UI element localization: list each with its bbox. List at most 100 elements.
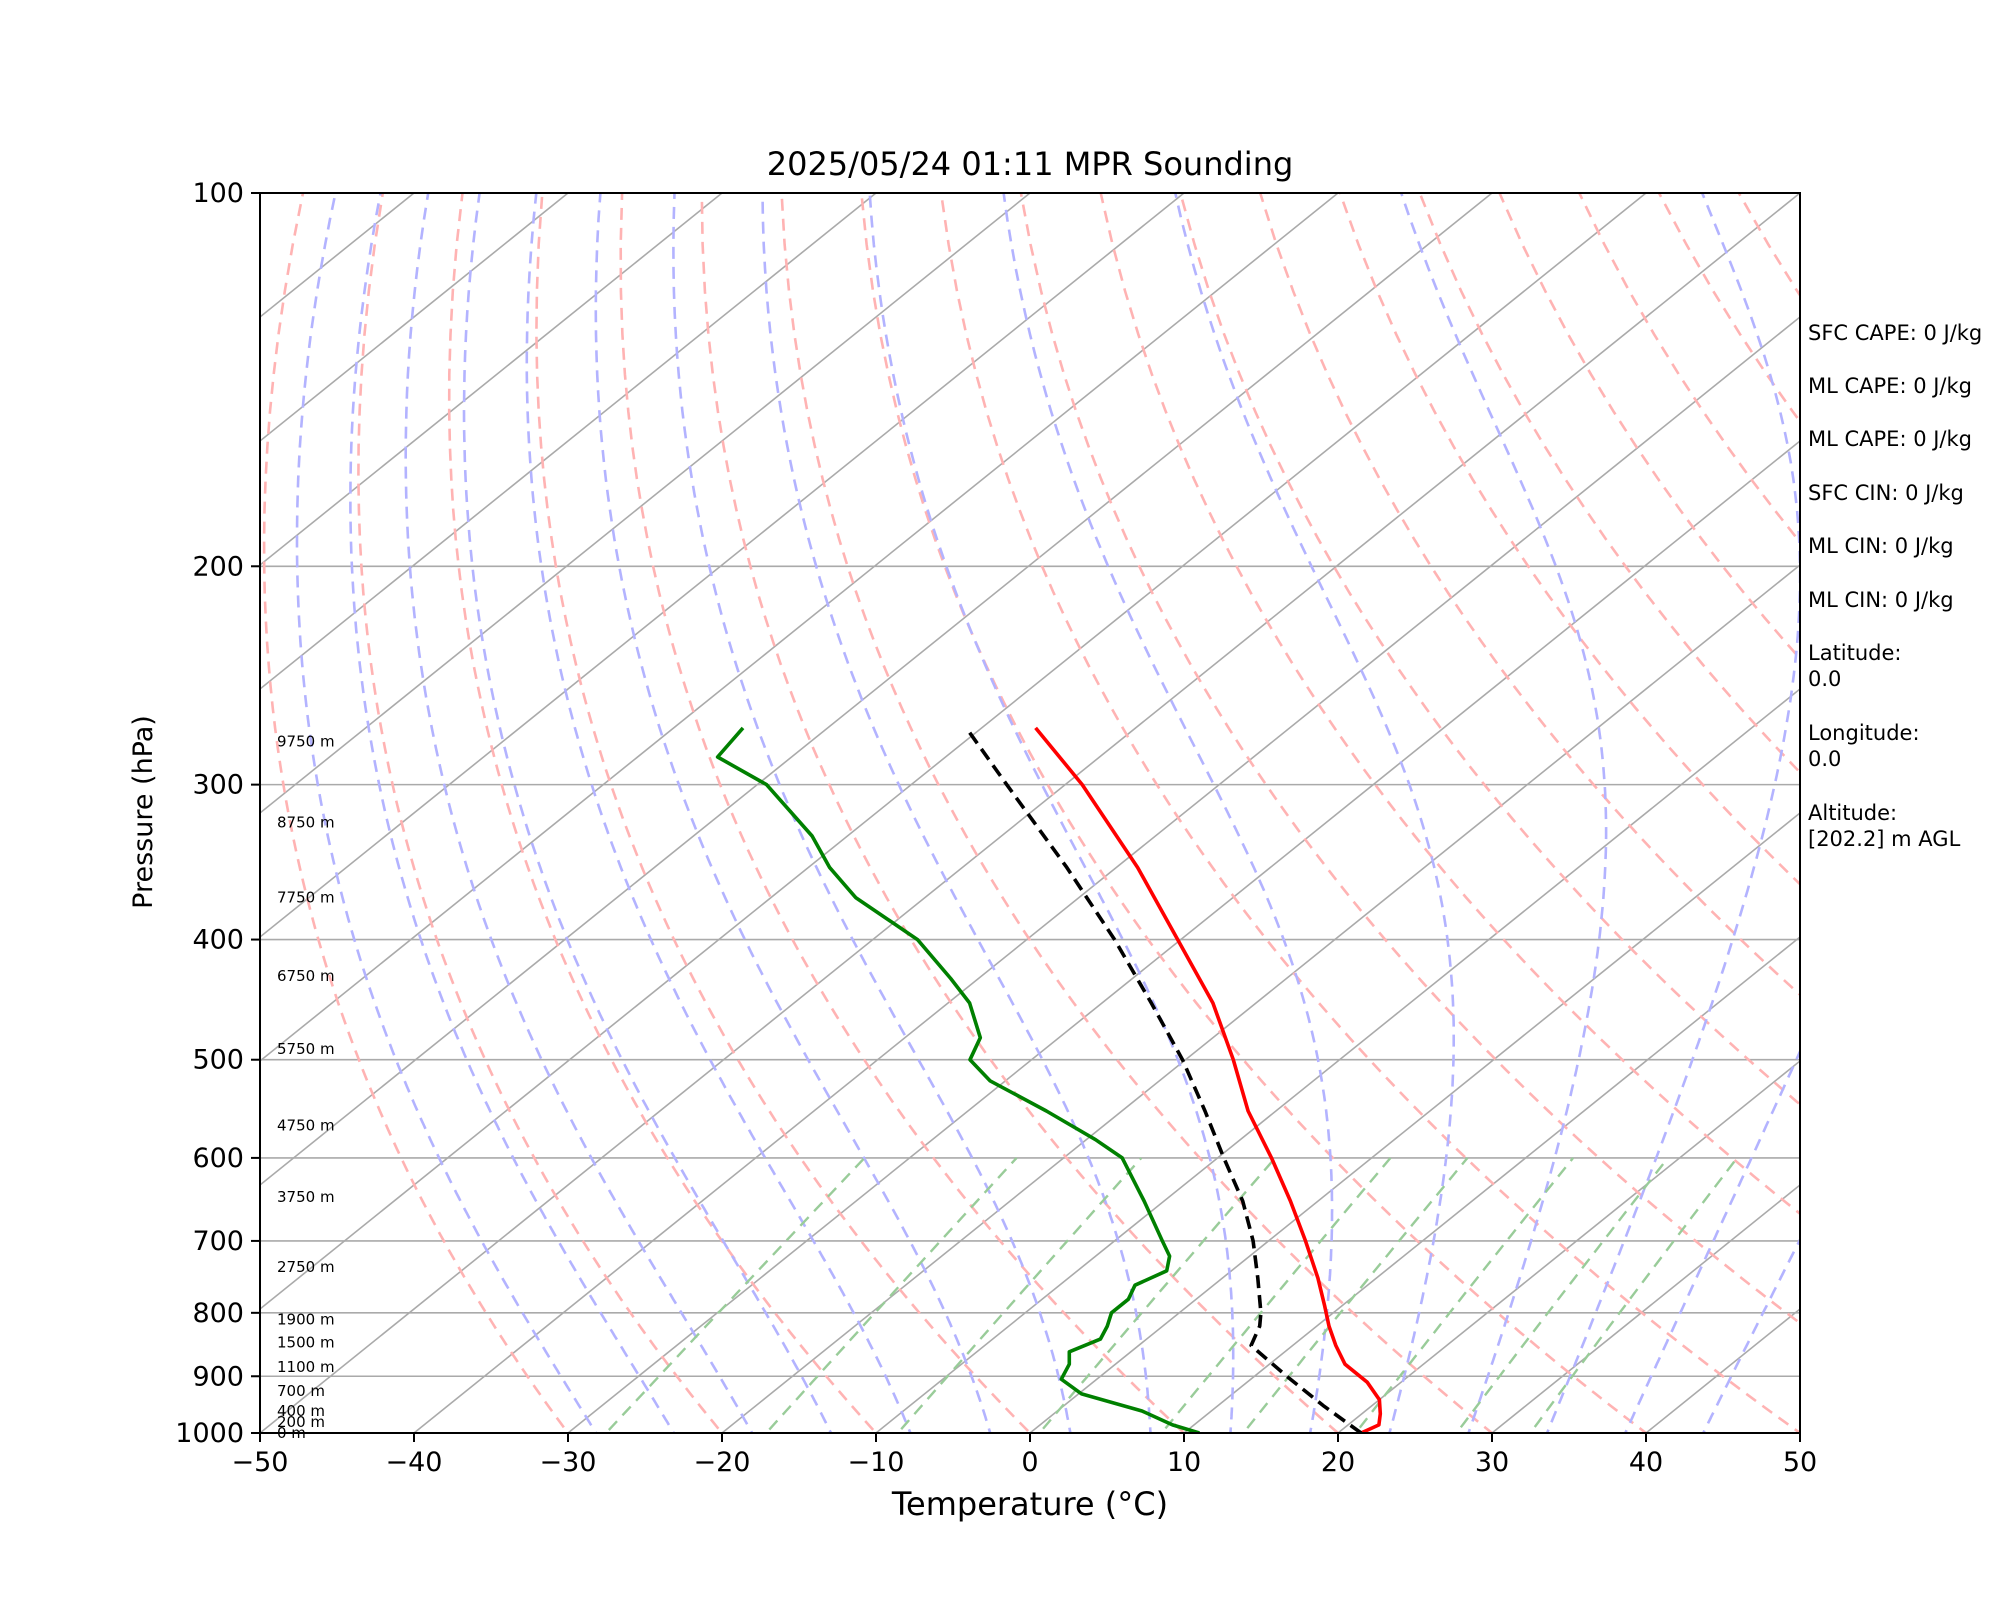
ml-cape-text-2: ML CAPE: 0 J/kg	[1808, 427, 1973, 451]
height-label: 400 m	[277, 1402, 325, 1420]
dewpoint-line	[715, 726, 1200, 1433]
x-tick-label: −10	[848, 1447, 905, 1478]
height-label: 8750 m	[277, 814, 335, 832]
ml-cin-text: ML CIN: 0 J/kg	[1808, 534, 1954, 558]
isotherm-line	[260, 193, 724, 567]
x-tick-label: 40	[1629, 1447, 1663, 1478]
isotherm-line	[260, 193, 1494, 1187]
dry-adiabat-line	[1179, 193, 1800, 1107]
height-label: 1100 m	[277, 1358, 335, 1376]
height-label: 9750 m	[277, 733, 335, 751]
mixing-ratio-line	[764, 1157, 1018, 1433]
moist-adiabat-line	[525, 193, 912, 1433]
isotherm-line	[1490, 1183, 1800, 1433]
altitude-text: Altitude: [202.2] m AGL	[1808, 801, 1961, 851]
dry-adiabat-line	[1418, 193, 1800, 775]
height-label: 4750 m	[277, 1117, 335, 1135]
x-tick-label: 20	[1321, 1447, 1355, 1478]
moist-adiabat-line	[295, 193, 598, 1433]
chart-title: 2025/05/24 01:11 MPR Sounding	[767, 145, 1294, 183]
x-tick-label: −40	[386, 1447, 443, 1478]
isotherm-line	[260, 193, 1186, 939]
dry-adiabat-line	[1019, 193, 1800, 1325]
moist-adiabat-line	[404, 193, 754, 1433]
y-axis-label: Pressure (hPa)	[128, 715, 159, 909]
x-axis-label: Temperature (°C)	[891, 1485, 1168, 1523]
dry-adiabat-line	[1258, 193, 1800, 997]
y-tick-label: 900	[192, 1361, 244, 1392]
parcel-line	[964, 726, 1363, 1433]
isotherm-line	[566, 439, 1800, 1433]
y-tick-label: 800	[192, 1298, 244, 1329]
x-tick-label: 0	[1021, 1447, 1038, 1478]
dry-adiabat-line	[939, 193, 1800, 1433]
y-tick-label: 300	[192, 770, 244, 801]
y-tick-label: 1000	[175, 1418, 244, 1449]
moist-adiabat-line	[672, 193, 1072, 1433]
height-label: 2750 m	[277, 1258, 335, 1276]
mixing-ratio-line	[1160, 1157, 1392, 1433]
isotherm-line	[1028, 811, 1800, 1433]
dry-adiabat-line	[619, 193, 1186, 1433]
longitude-text: Longitude: 0.0	[1808, 721, 1920, 771]
height-label: 6750 m	[277, 967, 335, 985]
moist-adiabat-line	[1174, 193, 1455, 1433]
isotherm-line	[260, 193, 1648, 1311]
height-label: 700 m	[277, 1382, 325, 1400]
y-tick-label: 500	[192, 1045, 244, 1076]
moist-adiabat-line	[349, 193, 676, 1433]
height-label: 200 m	[277, 1413, 325, 1431]
y-tick-label: 700	[192, 1226, 244, 1257]
mixing-ratio-line	[604, 1157, 866, 1433]
mixing-ratio-line	[1354, 1157, 1575, 1433]
height-label: 1500 m	[277, 1333, 335, 1351]
y-tick-label: 200	[192, 551, 244, 582]
moist-adiabat-line	[594, 193, 992, 1433]
moist-adiabat-line	[761, 193, 1152, 1433]
moist-adiabat-line	[462, 193, 833, 1433]
isotherm-line	[720, 563, 1800, 1433]
mixing-ratio-line	[1037, 1157, 1277, 1433]
latitude-text: Latitude: 0.0	[1808, 641, 1902, 691]
dry-adiabat-line	[1978, 193, 2000, 1459]
height-label: 5750 m	[277, 1040, 335, 1058]
isotherm-line	[260, 193, 1800, 1433]
moist-adiabat-line	[1002, 193, 1334, 1433]
dry-adiabat-line	[262, 193, 570, 1433]
dry-adiabat-line	[447, 193, 878, 1433]
x-tick-label: −30	[540, 1447, 597, 1478]
isotherm-line	[260, 193, 878, 691]
ml-cape-text: ML CAPE: 0 J/kg	[1808, 374, 1973, 398]
sfc-cape-text: SFC CAPE: 0 J/kg	[1808, 321, 1983, 345]
moist-adiabat-line	[1399, 193, 1608, 1433]
height-label: 7750 m	[277, 889, 335, 907]
isotherm-line	[1182, 935, 1800, 1433]
dry-adiabat-line	[860, 193, 1649, 1433]
sfc-cin-text: SFC CIN: 0 J/kg	[1808, 481, 1964, 505]
y-tick-label: 400	[192, 925, 244, 956]
moist-adiabat-line	[1545, 193, 1800, 1433]
x-tick-label: 10	[1167, 1447, 1201, 1478]
x-tick-label: −50	[232, 1447, 289, 1478]
dry-adiabat-line	[535, 193, 1032, 1433]
x-tick-label: 50	[1783, 1447, 1817, 1478]
dry-adiabat-line	[1338, 193, 1800, 886]
dry-adiabat-line	[357, 193, 724, 1433]
x-tick-label: −20	[694, 1447, 751, 1478]
mixing-ratio-line	[1455, 1157, 1669, 1433]
mixing-ratio-line	[1241, 1157, 1469, 1433]
height-label: 3750 m	[277, 1188, 335, 1206]
isotherm-line	[260, 193, 1340, 1063]
isotherm-line	[260, 193, 570, 443]
x-tick-label: 30	[1475, 1447, 1509, 1478]
isotherm-line	[874, 687, 1800, 1433]
mixing-ratio-line	[1528, 1157, 1739, 1433]
moist-adiabat-line	[868, 193, 1235, 1433]
isotherm-line	[1336, 1059, 1800, 1433]
height-label: 1900 m	[277, 1311, 335, 1329]
isotherm-line	[260, 193, 1032, 815]
y-tick-label: 100	[192, 178, 244, 209]
temperature-line	[1034, 726, 1383, 1433]
height-label: 0 m	[277, 1424, 306, 1442]
